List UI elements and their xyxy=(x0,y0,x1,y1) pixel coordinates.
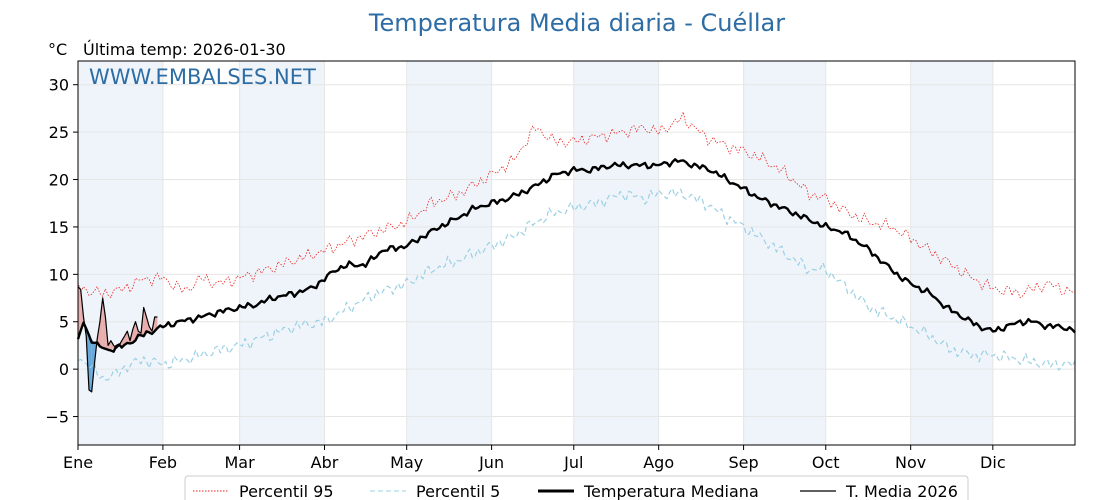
x-tick-label-may: May xyxy=(390,453,423,472)
anomaly-fill-segment xyxy=(99,298,103,348)
y-tick-label: −5 xyxy=(45,408,69,427)
legend-label-current: T. Media 2026 xyxy=(845,482,958,500)
anomaly-fill-segment xyxy=(88,335,92,392)
y-tick-label: 0 xyxy=(59,360,69,379)
x-tick-label-oct: Oct xyxy=(812,453,840,472)
x-tick-label-abr: Abr xyxy=(311,453,339,472)
anomaly-fill-segment xyxy=(154,317,158,331)
legend-label-median: Temperatura Mediana xyxy=(583,482,759,500)
anomaly-fill-segment xyxy=(102,298,106,349)
y-tick-label: 20 xyxy=(49,171,69,190)
y-tick-label: 15 xyxy=(49,218,69,237)
y-tick-label: 25 xyxy=(49,123,69,142)
legend: Percentil 95 Percentil 5 Temperatura Media… xyxy=(184,475,969,500)
watermark: WWW.EMBALSES.NET xyxy=(89,65,316,89)
plot-frame xyxy=(77,60,1076,446)
x-tick-label-mar: Mar xyxy=(225,453,256,472)
x-tick-label-dic: Dic xyxy=(980,453,1006,472)
y-tick-label: 10 xyxy=(49,265,69,284)
month-band-sep xyxy=(743,61,826,445)
unit-label: °C xyxy=(48,40,67,59)
legend-box xyxy=(184,475,969,500)
series-line-p95 xyxy=(77,111,1076,299)
series-line-current xyxy=(77,286,158,393)
x-tick-label-jun: Jun xyxy=(478,453,504,472)
x-tick-label-jul: Jul xyxy=(563,453,583,472)
series-line-median xyxy=(76,158,1076,353)
y-axis: −5 0 5 10 15 20 25 30 xyxy=(45,76,78,427)
x-tick-label-sep: Sep xyxy=(729,453,759,472)
month-band-mar xyxy=(239,61,325,445)
month-band-nov xyxy=(910,61,993,445)
x-axis: Ene Feb Mar Abr May Jun Jul Ago Sep Oct Nov Dic xyxy=(63,445,1006,472)
anomaly-fill-segment xyxy=(78,286,81,341)
x-tick-label-ago: Ago xyxy=(643,453,674,472)
grid xyxy=(77,61,1075,445)
last-temp-label: Última temp: 2026-01-30 xyxy=(83,40,286,59)
series-line-p5 xyxy=(77,187,1076,381)
month-band-jul xyxy=(573,61,659,445)
y-tick-label: 5 xyxy=(59,313,69,332)
chart-title: Temperatura Media diaria - Cuéllar xyxy=(368,9,785,37)
series-lines xyxy=(76,111,1076,393)
anomaly-fill-segment xyxy=(143,307,147,335)
legend-label-p95: Percentil 95 xyxy=(239,482,334,500)
legend-label-p5: Percentil 5 xyxy=(416,482,500,500)
anomaly-fill-segment xyxy=(132,321,136,341)
anomaly-fill-segment xyxy=(91,339,95,392)
month-bands xyxy=(78,61,993,445)
x-tick-label-nov: Nov xyxy=(895,453,926,472)
x-tick-label-ene: Ene xyxy=(63,453,93,472)
x-tick-label-feb: Feb xyxy=(149,453,177,472)
anomaly-fills xyxy=(78,286,158,392)
anomaly-fill-segment xyxy=(121,335,125,347)
month-band-may xyxy=(406,61,492,445)
y-tick-label: 30 xyxy=(49,76,69,95)
